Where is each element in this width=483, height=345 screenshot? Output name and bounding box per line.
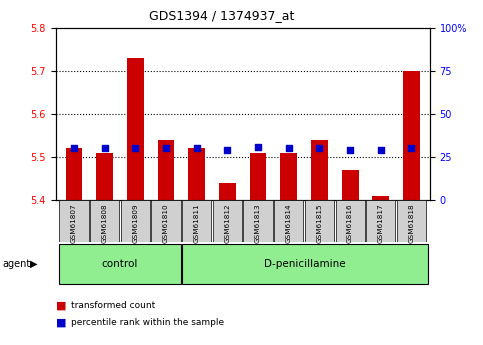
Text: GSM61810: GSM61810 — [163, 204, 169, 243]
Text: GSM61818: GSM61818 — [409, 204, 414, 243]
Bar — [188, 148, 205, 200]
Point — [193, 146, 200, 151]
Bar — [311, 140, 328, 200]
Bar — [96, 153, 113, 200]
Point — [315, 146, 323, 151]
Text: GSM61812: GSM61812 — [225, 204, 230, 243]
Text: control: control — [102, 259, 138, 269]
FancyBboxPatch shape — [305, 200, 334, 242]
Point — [162, 146, 170, 151]
FancyBboxPatch shape — [243, 200, 272, 242]
Bar — [219, 183, 236, 200]
FancyBboxPatch shape — [336, 200, 365, 242]
FancyBboxPatch shape — [182, 244, 427, 284]
Text: ▶: ▶ — [30, 259, 38, 269]
FancyBboxPatch shape — [274, 200, 303, 242]
Bar — [372, 196, 389, 200]
FancyBboxPatch shape — [59, 200, 88, 242]
Text: GSM61816: GSM61816 — [347, 204, 353, 243]
Point — [70, 146, 78, 151]
Point — [101, 146, 109, 151]
Point — [346, 147, 354, 153]
Text: GSM61809: GSM61809 — [132, 204, 138, 243]
Bar — [250, 153, 267, 200]
FancyBboxPatch shape — [152, 200, 181, 242]
Text: transformed count: transformed count — [71, 301, 156, 310]
Text: GSM61817: GSM61817 — [378, 204, 384, 243]
Bar — [280, 153, 297, 200]
Bar — [403, 71, 420, 200]
Text: GDS1394 / 1374937_at: GDS1394 / 1374937_at — [150, 9, 295, 22]
Point — [408, 146, 415, 151]
FancyBboxPatch shape — [121, 200, 150, 242]
Text: GSM61807: GSM61807 — [71, 204, 77, 243]
Bar — [341, 170, 358, 200]
FancyBboxPatch shape — [182, 200, 211, 242]
FancyBboxPatch shape — [90, 200, 119, 242]
Text: GSM61811: GSM61811 — [194, 204, 199, 243]
FancyBboxPatch shape — [213, 200, 242, 242]
Text: GSM61815: GSM61815 — [316, 204, 323, 243]
Text: ■: ■ — [56, 318, 66, 327]
Point — [254, 144, 262, 149]
Point — [131, 146, 139, 151]
Text: GSM61813: GSM61813 — [255, 204, 261, 243]
FancyBboxPatch shape — [366, 200, 396, 242]
Text: agent: agent — [2, 259, 30, 269]
Bar — [66, 148, 83, 200]
Bar — [127, 58, 144, 200]
Point — [285, 146, 293, 151]
Bar — [157, 140, 174, 200]
Text: D-penicillamine: D-penicillamine — [264, 259, 346, 269]
Text: ■: ■ — [56, 300, 66, 310]
FancyBboxPatch shape — [397, 200, 426, 242]
Text: GSM61808: GSM61808 — [101, 204, 108, 243]
Point — [224, 147, 231, 153]
Point — [377, 147, 384, 153]
Text: GSM61814: GSM61814 — [286, 204, 292, 243]
FancyBboxPatch shape — [59, 244, 181, 284]
Text: percentile rank within the sample: percentile rank within the sample — [71, 318, 225, 327]
